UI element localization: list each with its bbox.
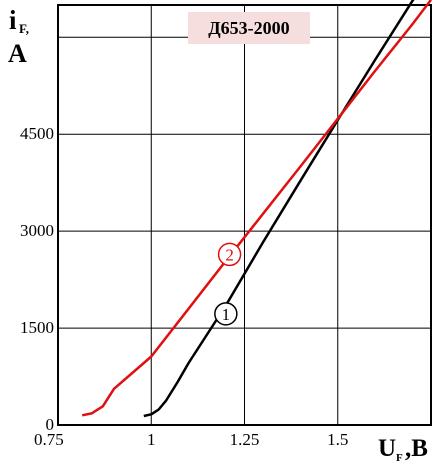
x-tick-label: 1: [147, 430, 156, 449]
x-tick-label: 0.75: [34, 430, 64, 449]
x-axis-subscript: F: [396, 452, 403, 464]
series-marker-2: 2: [217, 242, 242, 267]
y-tick-label: 3000: [20, 221, 54, 240]
series-marker-1: 1: [214, 302, 238, 326]
y-axis-subscript: F,: [19, 21, 29, 36]
series-marker-circle: [214, 302, 238, 326]
y-tick-label: 1500: [20, 318, 54, 337]
chart-title-text: Д653-2000: [208, 18, 289, 38]
series-group: [81, 0, 432, 418]
y-tick-label: 4500: [20, 124, 54, 143]
chart-title: Д653-2000: [188, 12, 310, 44]
y-axis-unit: A: [8, 39, 27, 68]
series-marker-label: 2: [225, 245, 234, 264]
x-tick-label: 1.25: [230, 430, 260, 449]
series-line-2: [81, 0, 432, 417]
y-tick-label: 0: [46, 415, 55, 434]
x-tick-label: 1.5: [327, 430, 348, 449]
x-axis-label: U F ,B: [378, 435, 428, 464]
y-axis-symbol: i: [9, 5, 17, 35]
x-axis-unit: ,B: [405, 435, 428, 462]
tick-labels: 0 1500 3000 4500 0.75 1 1.25 1.5: [20, 124, 348, 449]
x-axis-symbol: U: [378, 435, 396, 462]
grid-lines: [58, 5, 431, 425]
series-marker-label: 1: [222, 305, 231, 324]
plot-frame: [57, 4, 432, 426]
series-marker-circle: [217, 242, 242, 267]
chart-title-background: [188, 12, 310, 44]
y-axis-label: i F, A: [8, 5, 29, 68]
series-markers: 12: [214, 242, 242, 326]
